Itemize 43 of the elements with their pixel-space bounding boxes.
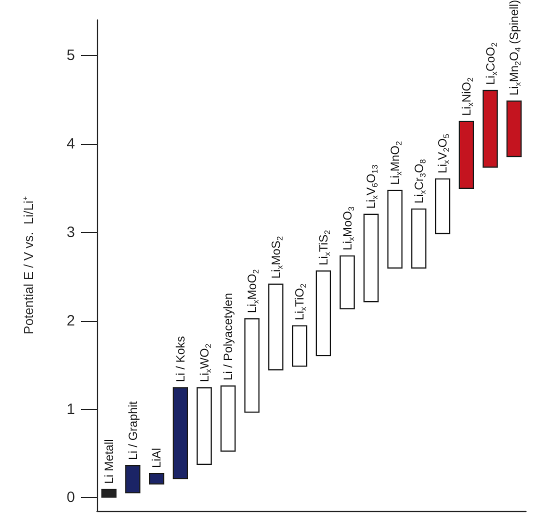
x-tick-label: LixCr3O8 [412, 158, 428, 204]
x-tick-label: LixMoO3 [340, 206, 356, 250]
y-tick-label: 5 [66, 46, 75, 64]
y-axis-title: Potential E / V vs. Li/Li⁺ [21, 196, 36, 334]
x-tick-label: LixMn2O4 (Spinell) [507, 0, 523, 96]
bar [387, 190, 403, 269]
x-tick-label: LixCoO2 [483, 42, 499, 85]
bar [411, 208, 426, 269]
x-tick-label: Li / Polyacetylen [221, 292, 236, 380]
bar [172, 387, 188, 480]
bar [363, 214, 379, 302]
y-tick-label: 0 [66, 489, 75, 506]
bar [316, 270, 332, 356]
y-tick-label: 1 [66, 400, 75, 418]
x-tick-label: Li / Koks [173, 336, 188, 382]
bar [506, 100, 522, 158]
bar [340, 255, 355, 310]
x-tick-label: LixMnO2 [388, 140, 404, 185]
x-tick-label: LixNiO2 [459, 76, 475, 116]
x-tick-label: Li / Graphit [126, 400, 140, 460]
x-tick-label: LixTiO2 [292, 282, 308, 320]
y-tick-label: 4 [66, 135, 75, 152]
bar [292, 325, 308, 367]
bar [148, 472, 164, 484]
y-tick-label: 2 [66, 312, 75, 330]
y-tick-label: 3 [66, 224, 75, 241]
x-tick-label: LixMoS2 [268, 236, 284, 279]
x-tick-label: LixV6O13 [364, 164, 380, 209]
x-tick-label: LiAl [150, 448, 164, 468]
bar [482, 90, 498, 168]
x-tick-label: LixV2O5 [436, 133, 452, 174]
x-tick-label: Li Metall [102, 439, 116, 484]
bar [125, 464, 140, 494]
x-tick-label: LixWO2 [197, 343, 213, 382]
bar [101, 488, 117, 498]
bar [220, 385, 236, 452]
bar [196, 387, 212, 465]
x-tick-label: LixMoO2 [244, 268, 260, 314]
bar [244, 318, 260, 413]
bar [268, 284, 284, 370]
bar [458, 120, 474, 189]
bar [434, 178, 450, 234]
x-tick-label: LixTiS2 [316, 229, 332, 266]
